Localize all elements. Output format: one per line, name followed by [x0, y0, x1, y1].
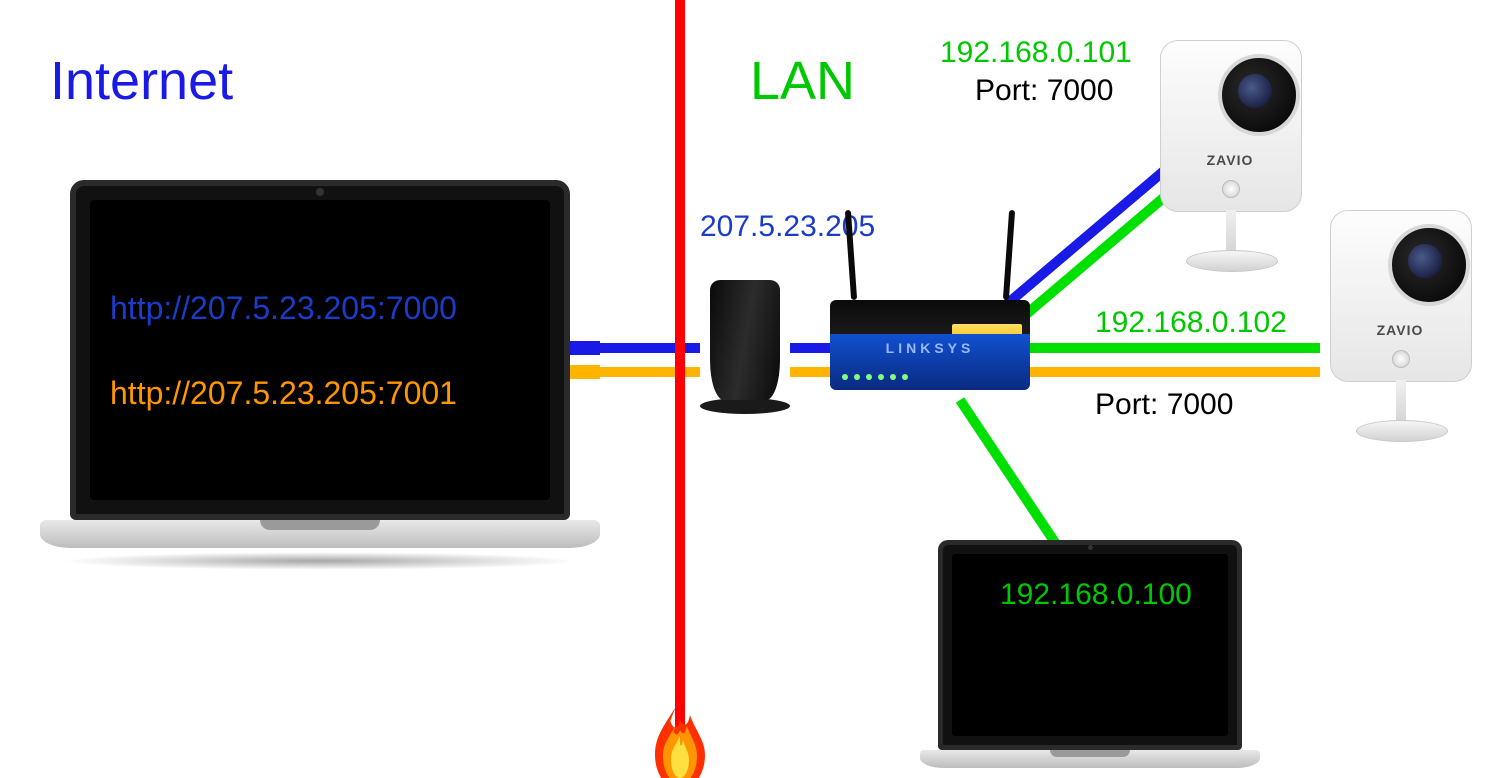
modem-device — [700, 280, 790, 420]
url-line-2: http://207.5.23.205:7001 — [110, 375, 457, 412]
modem-foot — [700, 398, 790, 414]
firewall-divider — [675, 0, 685, 778]
ipcam-lens-icon — [1238, 74, 1272, 108]
ipcam-brand: ZAVIO — [1140, 152, 1320, 168]
router-top — [830, 300, 1030, 334]
url-line-1: http://207.5.23.205:7000 — [110, 290, 457, 327]
ip-camera-1: ZAVIO — [1140, 40, 1320, 290]
laptop-webcam-icon — [1088, 545, 1093, 550]
laptop-lan-ip: 192.168.0.100 — [1000, 578, 1192, 612]
ipcam-base — [1186, 250, 1278, 272]
ipcam-lens-icon — [1408, 244, 1442, 278]
ipcam-brand: ZAVIO — [1310, 322, 1490, 338]
ipcam-pir-icon — [1392, 350, 1410, 368]
title-lan: LAN — [750, 50, 855, 112]
laptop-notch — [260, 520, 380, 530]
ipcam-stem — [1396, 380, 1406, 424]
firewall-flame-icon — [645, 700, 715, 778]
router-leds-icon — [842, 374, 962, 382]
router-brand: LINKSYS — [830, 340, 1030, 356]
router-antenna-right-icon — [1003, 210, 1015, 300]
laptop-internet: http://207.5.23.205:7000 http://207.5.23… — [40, 180, 600, 590]
camera1-port: Port: 7000 — [975, 74, 1113, 108]
title-internet: Internet — [50, 50, 233, 112]
laptop-lan: 192.168.0.100 — [920, 540, 1260, 778]
modem-body — [710, 280, 780, 400]
camera2-ip: 192.168.0.102 — [1095, 306, 1287, 340]
ipcam-base — [1356, 420, 1448, 442]
camera2-port: Port: 7000 — [1095, 388, 1233, 422]
ipcam-pir-icon — [1222, 180, 1240, 198]
laptop-screen — [90, 200, 550, 500]
camera1-ip: 192.168.0.101 — [940, 36, 1132, 70]
router-device: LINKSYS — [830, 280, 1030, 440]
ipcam-stem — [1226, 210, 1236, 254]
laptop-shadow — [60, 552, 580, 570]
ip-camera-2: ZAVIO — [1310, 210, 1490, 460]
laptop-notch — [1050, 750, 1130, 757]
laptop-webcam-icon — [316, 188, 324, 196]
